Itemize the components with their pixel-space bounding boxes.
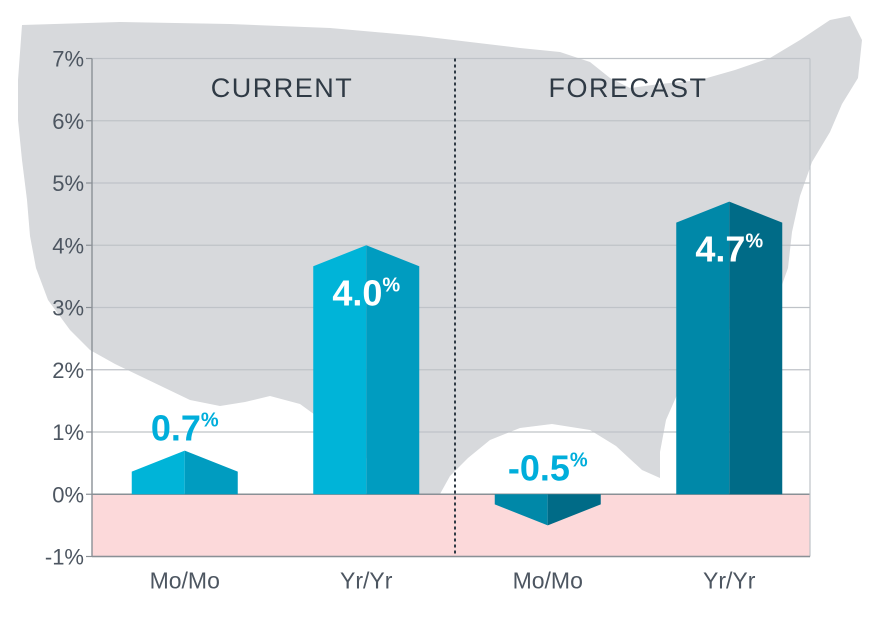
bar-side xyxy=(366,245,420,495)
y-tick-label: -1% xyxy=(45,545,84,570)
section-title-forecast: FORECAST xyxy=(548,73,707,103)
y-tick-label: 6% xyxy=(52,109,84,134)
value-label-number: 4.7 xyxy=(695,229,745,270)
y-tick-label: 3% xyxy=(52,296,84,321)
y-tick-label: 1% xyxy=(52,420,84,445)
value-label: 4.0% xyxy=(332,272,400,313)
x-category-label: Yr/Yr xyxy=(340,568,393,594)
x-category-label: Mo/Mo xyxy=(513,568,583,594)
y-tick-label: 2% xyxy=(52,358,84,383)
bar-face xyxy=(313,245,367,495)
value-label-number: -0.5 xyxy=(508,447,570,488)
section-title-current: CURRENT xyxy=(211,73,354,103)
value-label: 0.7% xyxy=(151,408,219,449)
bar-face xyxy=(676,201,730,495)
value-label-number: 0.7 xyxy=(151,408,201,449)
value-label: 4.7% xyxy=(695,229,763,270)
value-label-percent: % xyxy=(570,449,588,471)
us-map-background xyxy=(18,16,862,496)
value-label-percent: % xyxy=(382,274,400,296)
bar-side xyxy=(184,450,238,495)
bar-current-yr-yr xyxy=(313,245,420,495)
bar-side xyxy=(729,201,783,495)
bar-current-mo-mo xyxy=(131,450,238,495)
x-category-label: Mo/Mo xyxy=(150,568,220,594)
y-tick-label: 5% xyxy=(52,171,84,196)
y-tick-label: 4% xyxy=(52,233,84,258)
value-label: -0.5% xyxy=(508,447,588,488)
y-tick-label: 7% xyxy=(52,47,84,72)
x-category-label: Yr/Yr xyxy=(703,568,756,594)
negative-zone xyxy=(92,494,810,557)
bar-face xyxy=(494,494,548,526)
value-label-number: 4.0 xyxy=(332,272,382,313)
bar-side xyxy=(547,494,601,526)
value-label-percent: % xyxy=(201,410,219,432)
bar-forecast-mo-mo xyxy=(494,494,601,526)
bar-forecast-yr-yr xyxy=(676,201,783,495)
value-label-percent: % xyxy=(745,231,763,253)
bar-face xyxy=(131,450,185,495)
y-tick-label: 0% xyxy=(52,482,84,507)
